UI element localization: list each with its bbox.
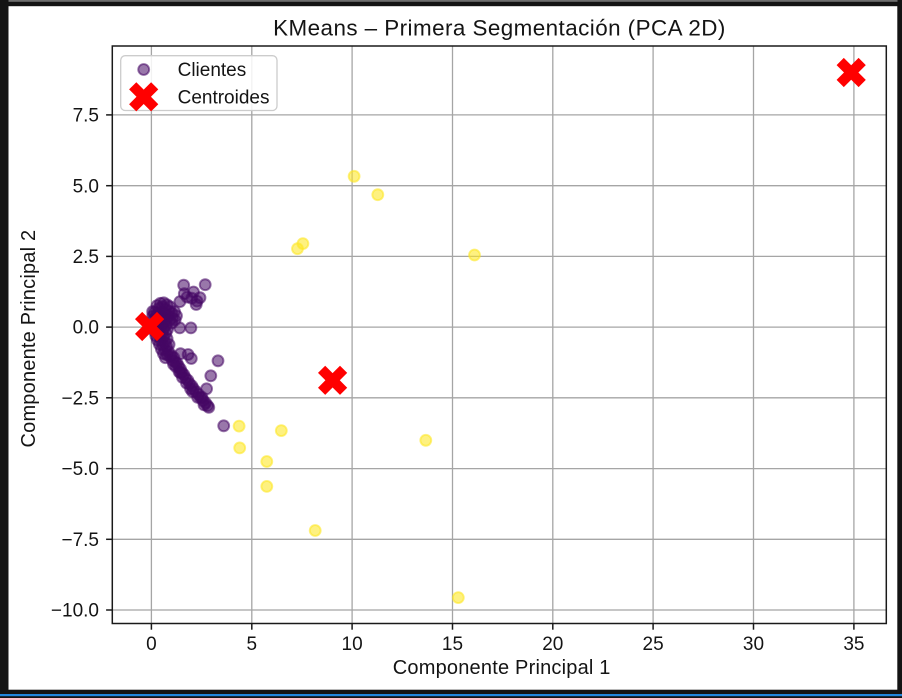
svg-text:7.5: 7.5 [73,106,99,127]
svg-text:−2.5: −2.5 [61,388,99,409]
svg-text:0.0: 0.0 [73,318,99,339]
svg-text:5: 5 [247,634,258,655]
svg-text:30: 30 [743,634,764,655]
svg-text:2.5: 2.5 [73,247,99,268]
svg-text:KMeans – Primera Segmentación: KMeans – Primera Segmentación (PCA 2D) [273,15,726,40]
svg-text:−5.0: −5.0 [61,459,99,480]
svg-text:0: 0 [146,634,157,655]
svg-text:−10.0: −10.0 [51,601,99,622]
svg-text:35: 35 [843,634,864,655]
svg-text:Centroides: Centroides [178,88,270,109]
svg-text:Clientes: Clientes [178,60,247,81]
svg-text:−7.5: −7.5 [61,530,99,551]
svg-text:20: 20 [542,634,563,655]
svg-text:15: 15 [442,634,463,655]
svg-text:Componente Principal 2: Componente Principal 2 [18,230,40,448]
svg-text:5.0: 5.0 [73,176,99,197]
svg-text:Componente Principal 1: Componente Principal 1 [393,657,611,679]
svg-text:10: 10 [342,634,363,655]
svg-text:25: 25 [643,634,664,655]
